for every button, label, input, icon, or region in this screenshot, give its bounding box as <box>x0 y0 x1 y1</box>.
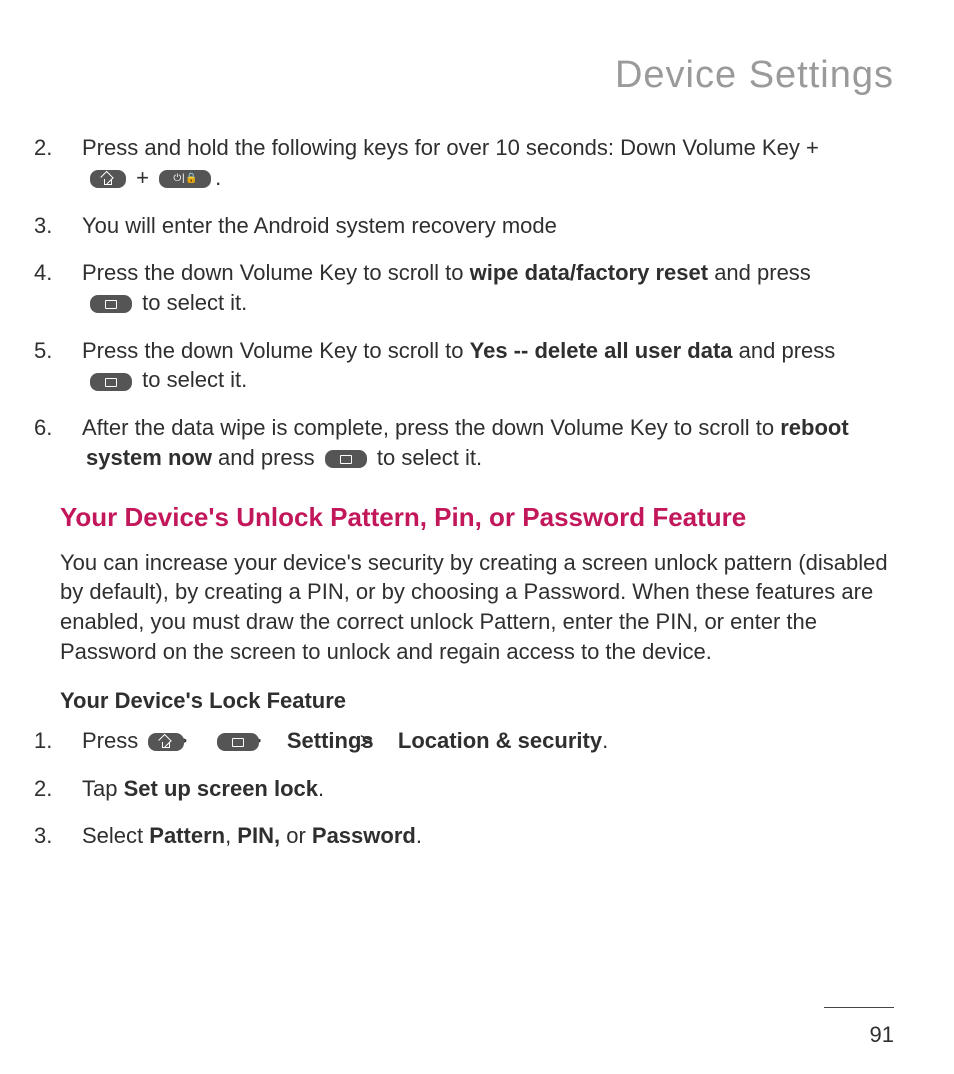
step-end: . <box>318 776 324 801</box>
step-b1: 1.Press > > Settings > Location & securi… <box>60 726 894 756</box>
steps-list-b: 1.Press > > Settings > Location & securi… <box>60 726 894 851</box>
or: or <box>280 823 312 848</box>
step-b2: 2.Tap Set up screen lock. <box>60 774 894 804</box>
footer-divider <box>824 1007 894 1008</box>
step-number: 3. <box>60 821 82 851</box>
step-number: 4. <box>60 258 82 288</box>
step-bold: Set up screen lock <box>124 776 318 801</box>
manual-page: Device Settings 2.Press and hold the fol… <box>0 0 954 1074</box>
menu-key-icon <box>90 295 132 313</box>
step-number: 3. <box>60 211 82 241</box>
step-bold: PIN, <box>237 823 280 848</box>
step-bold: Yes -- delete all user data <box>470 338 733 363</box>
section-title: Your Device's Unlock Pattern, Pin, or Pa… <box>60 500 894 535</box>
home-key-icon <box>148 733 184 751</box>
step-post: to select it. <box>377 445 482 470</box>
step-bold: Location & security <box>398 728 602 753</box>
step-4: 4.Press the down Volume Key to scroll to… <box>60 258 894 317</box>
step-number: 1. <box>60 726 82 756</box>
step-mid: and press <box>212 445 321 470</box>
step-pre: Select <box>82 823 149 848</box>
step-bold: wipe data/factory reset <box>470 260 708 285</box>
menu-key-icon <box>90 373 132 391</box>
step-2: 2.Press and hold the following keys for … <box>60 133 894 192</box>
step-pre: Press the down Volume Key to scroll to <box>82 338 470 363</box>
plus-separator: + <box>136 165 155 190</box>
step-3: 3.You will enter the Android system reco… <box>60 211 894 241</box>
step-pre: Press <box>82 728 144 753</box>
step-mid: and press <box>708 260 811 285</box>
step-pre: Press the down Volume Key to scroll to <box>82 260 470 285</box>
step-number: 2. <box>60 133 82 163</box>
comma: , <box>225 823 237 848</box>
step-text: You will enter the Android system recove… <box>82 213 557 238</box>
step-pre: After the data wipe is complete, press t… <box>82 415 780 440</box>
step-6: 6.After the data wipe is complete, press… <box>60 413 894 472</box>
step-end: . <box>416 823 422 848</box>
step-number: 5. <box>60 336 82 366</box>
step-text: Press and hold the following keys for ov… <box>82 135 819 160</box>
menu-key-icon <box>325 450 367 468</box>
step-b3: 3.Select Pattern, PIN, or Password. <box>60 821 894 851</box>
step-end: . <box>602 728 608 753</box>
sub-heading: Your Device's Lock Feature <box>60 686 894 716</box>
step-5: 5.Press the down Volume Key to scroll to… <box>60 336 894 395</box>
step-bold: Pattern <box>149 823 225 848</box>
page-number: 91 <box>870 1020 894 1050</box>
step-end: . <box>215 165 221 190</box>
page-title: Device Settings <box>60 50 894 101</box>
power-lock-key-icon <box>159 170 211 188</box>
home-key-icon <box>90 170 126 188</box>
step-pre: Tap <box>82 776 124 801</box>
step-number: 6. <box>60 413 82 443</box>
step-post: to select it. <box>142 367 247 392</box>
section-paragraph: You can increase your device's security … <box>60 548 894 667</box>
step-post: to select it. <box>142 290 247 315</box>
step-number: 2. <box>60 774 82 804</box>
steps-list-a: 2.Press and hold the following keys for … <box>60 133 894 472</box>
step-bold: Password <box>312 823 416 848</box>
step-mid: and press <box>733 338 836 363</box>
menu-key-icon <box>217 733 259 751</box>
